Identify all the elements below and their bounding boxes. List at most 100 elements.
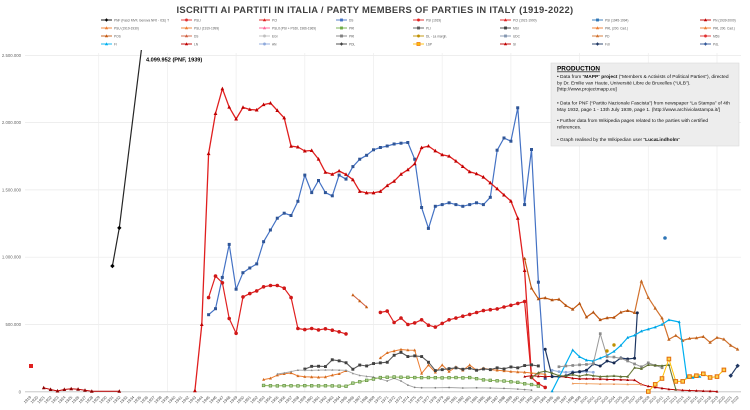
svg-text:PRI: PRI xyxy=(349,34,354,38)
svg-text:2014: 2014 xyxy=(675,394,685,404)
svg-text:1.000.000: 1.000.000 xyxy=(2,255,22,260)
svg-text:1983: 1983 xyxy=(462,394,472,404)
svg-text:1930: 1930 xyxy=(98,394,108,404)
svg-text:1995: 1995 xyxy=(544,394,554,404)
svg-text:1922: 1922 xyxy=(43,394,53,404)
svg-text:DL - La margh.: DL - La margh. xyxy=(426,34,447,38)
svg-text:2019: 2019 xyxy=(709,394,719,404)
svg-text:• Graph realised by the Wikipe: • Graph realised by the Wikipedian user … xyxy=(557,137,680,143)
svg-text:1989: 1989 xyxy=(503,394,513,404)
svg-text:1975: 1975 xyxy=(407,394,417,404)
svg-text:1935: 1935 xyxy=(132,394,142,404)
svg-text:PSLI: PSLI xyxy=(194,18,201,22)
svg-text:PLI: PLI xyxy=(426,26,431,30)
svg-text:1939: 1939 xyxy=(160,394,170,404)
svg-text:1946: 1946 xyxy=(208,394,218,404)
svg-text:1958: 1958 xyxy=(290,394,300,404)
svg-text:• Data from “MAPP” project (“M: • Data from “MAPP” project (“Members & A… xyxy=(557,74,729,80)
svg-text:2021: 2021 xyxy=(723,394,733,404)
svg-text:1993: 1993 xyxy=(531,394,541,404)
svg-text:1971: 1971 xyxy=(380,394,390,404)
svg-text:1.500.000: 1.500.000 xyxy=(2,187,22,192)
svg-text:1940: 1940 xyxy=(167,394,177,404)
svg-text:2018: 2018 xyxy=(702,394,712,404)
svg-text:1929: 1929 xyxy=(91,394,101,404)
svg-text:2011: 2011 xyxy=(655,394,665,404)
svg-text:2007: 2007 xyxy=(627,394,637,404)
svg-text:500.000: 500.000 xyxy=(5,322,21,327)
svg-text:1959: 1959 xyxy=(297,394,307,404)
svg-text:PRI: PRI xyxy=(349,26,354,30)
svg-text:UDC: UDC xyxy=(513,34,521,38)
svg-text:PSI (1945-1994): PSI (1945-1994) xyxy=(605,18,628,22)
svg-text:• Further data from Wikipedia: • Further data from Wikipedia pages rela… xyxy=(557,118,708,124)
svg-text:ISCRITTI AI PARTITI IN ITALIA: ISCRITTI AI PARTITI IN ITALIA / PARTY ME… xyxy=(177,4,574,15)
svg-text:1944: 1944 xyxy=(194,394,204,404)
svg-text:PRODUCTION: PRODUCTION xyxy=(557,66,600,73)
svg-text:1998: 1998 xyxy=(565,394,575,404)
svg-text:1932: 1932 xyxy=(112,394,122,404)
svg-text:2.000.000: 2.000.000 xyxy=(2,120,22,125)
svg-text:1970: 1970 xyxy=(373,394,383,404)
svg-text:1987: 1987 xyxy=(490,394,500,404)
svg-text:2016: 2016 xyxy=(689,394,699,404)
svg-text:MSI: MSI xyxy=(513,26,519,30)
svg-text:DS: DS xyxy=(349,18,353,22)
svg-text:0: 0 xyxy=(19,389,22,394)
svg-text:1919: 1919 xyxy=(22,394,32,404)
svg-text:EGI: EGI xyxy=(272,34,278,38)
svg-text:1925: 1925 xyxy=(64,394,74,404)
svg-text:SI: SI xyxy=(513,42,516,46)
svg-text:1980: 1980 xyxy=(441,394,451,404)
svg-text:2017: 2017 xyxy=(696,394,706,404)
svg-text:1984: 1984 xyxy=(469,394,479,404)
svg-text:1999: 1999 xyxy=(572,394,582,404)
svg-text:PN (1939-2000): PN (1939-2000) xyxy=(713,18,736,22)
svg-text:LN: LN xyxy=(194,42,199,46)
svg-text:2013: 2013 xyxy=(668,394,678,404)
svg-text:1920: 1920 xyxy=(29,394,39,404)
svg-text:[http://www.projectmapp.eu]: [http://www.projectmapp.eu] xyxy=(557,87,617,93)
svg-text:1954: 1954 xyxy=(263,394,273,404)
svg-text:1982: 1982 xyxy=(455,394,465,404)
svg-text:1953: 1953 xyxy=(256,394,266,404)
svg-text:PSLI (1919-1999): PSLI (1919-1999) xyxy=(194,26,219,30)
svg-text:1979: 1979 xyxy=(435,394,445,404)
svg-text:PRL (200. Cad.): PRL (200. Cad.) xyxy=(605,26,628,30)
svg-text:2.500.000: 2.500.000 xyxy=(2,53,22,58)
svg-text:1938: 1938 xyxy=(153,394,163,404)
svg-text:1969: 1969 xyxy=(366,394,376,404)
svg-text:1957: 1957 xyxy=(283,394,293,404)
svg-text:1931: 1931 xyxy=(105,394,115,404)
svg-text:2003: 2003 xyxy=(599,394,609,404)
svg-text:2005: 2005 xyxy=(613,394,623,404)
svg-text:1994: 1994 xyxy=(538,394,548,404)
svg-text:1967: 1967 xyxy=(352,394,362,404)
svg-text:2008: 2008 xyxy=(634,394,644,404)
svg-text:DS: DS xyxy=(194,34,198,38)
svg-text:2002: 2002 xyxy=(593,394,603,404)
svg-text:1963: 1963 xyxy=(325,394,335,404)
svg-text:1988: 1988 xyxy=(496,394,506,404)
svg-text:1961: 1961 xyxy=(311,394,321,404)
svg-text:1986: 1986 xyxy=(483,394,493,404)
svg-text:M5S: M5S xyxy=(713,34,720,38)
svg-text:2004: 2004 xyxy=(606,394,616,404)
svg-text:1978: 1978 xyxy=(428,394,438,404)
svg-text:PSI (1919): PSI (1919) xyxy=(426,18,441,22)
svg-text:1952: 1952 xyxy=(249,394,259,404)
svg-text:4.099.952 (PNF, 1939): 4.099.952 (PNF, 1939) xyxy=(146,58,202,64)
svg-text:1973: 1973 xyxy=(393,394,403,404)
svg-text:1966: 1966 xyxy=(345,394,355,404)
svg-text:1960: 1960 xyxy=(304,394,314,404)
svg-text:PCI (1921-1990): PCI (1921-1990) xyxy=(513,18,537,22)
svg-text:PNF (Fasci MVF, Genova NFIt -: PNF (Fasci MVF, Genova NFIt - ICE) T xyxy=(114,18,169,22)
svg-text:PCI: PCI xyxy=(272,18,277,22)
svg-text:references.: references. xyxy=(557,124,581,130)
svg-text:1990: 1990 xyxy=(510,394,520,404)
svg-text:1943: 1943 xyxy=(187,394,197,404)
svg-text:May 1932, page 1 - 13th July 1: May 1932, page 1 - 13th July 1939, page … xyxy=(557,107,720,113)
svg-text:2001: 2001 xyxy=(586,394,596,404)
svg-text:2009: 2009 xyxy=(641,394,651,404)
svg-text:PRL 200. Cad.): PRL 200. Cad.) xyxy=(713,26,735,30)
